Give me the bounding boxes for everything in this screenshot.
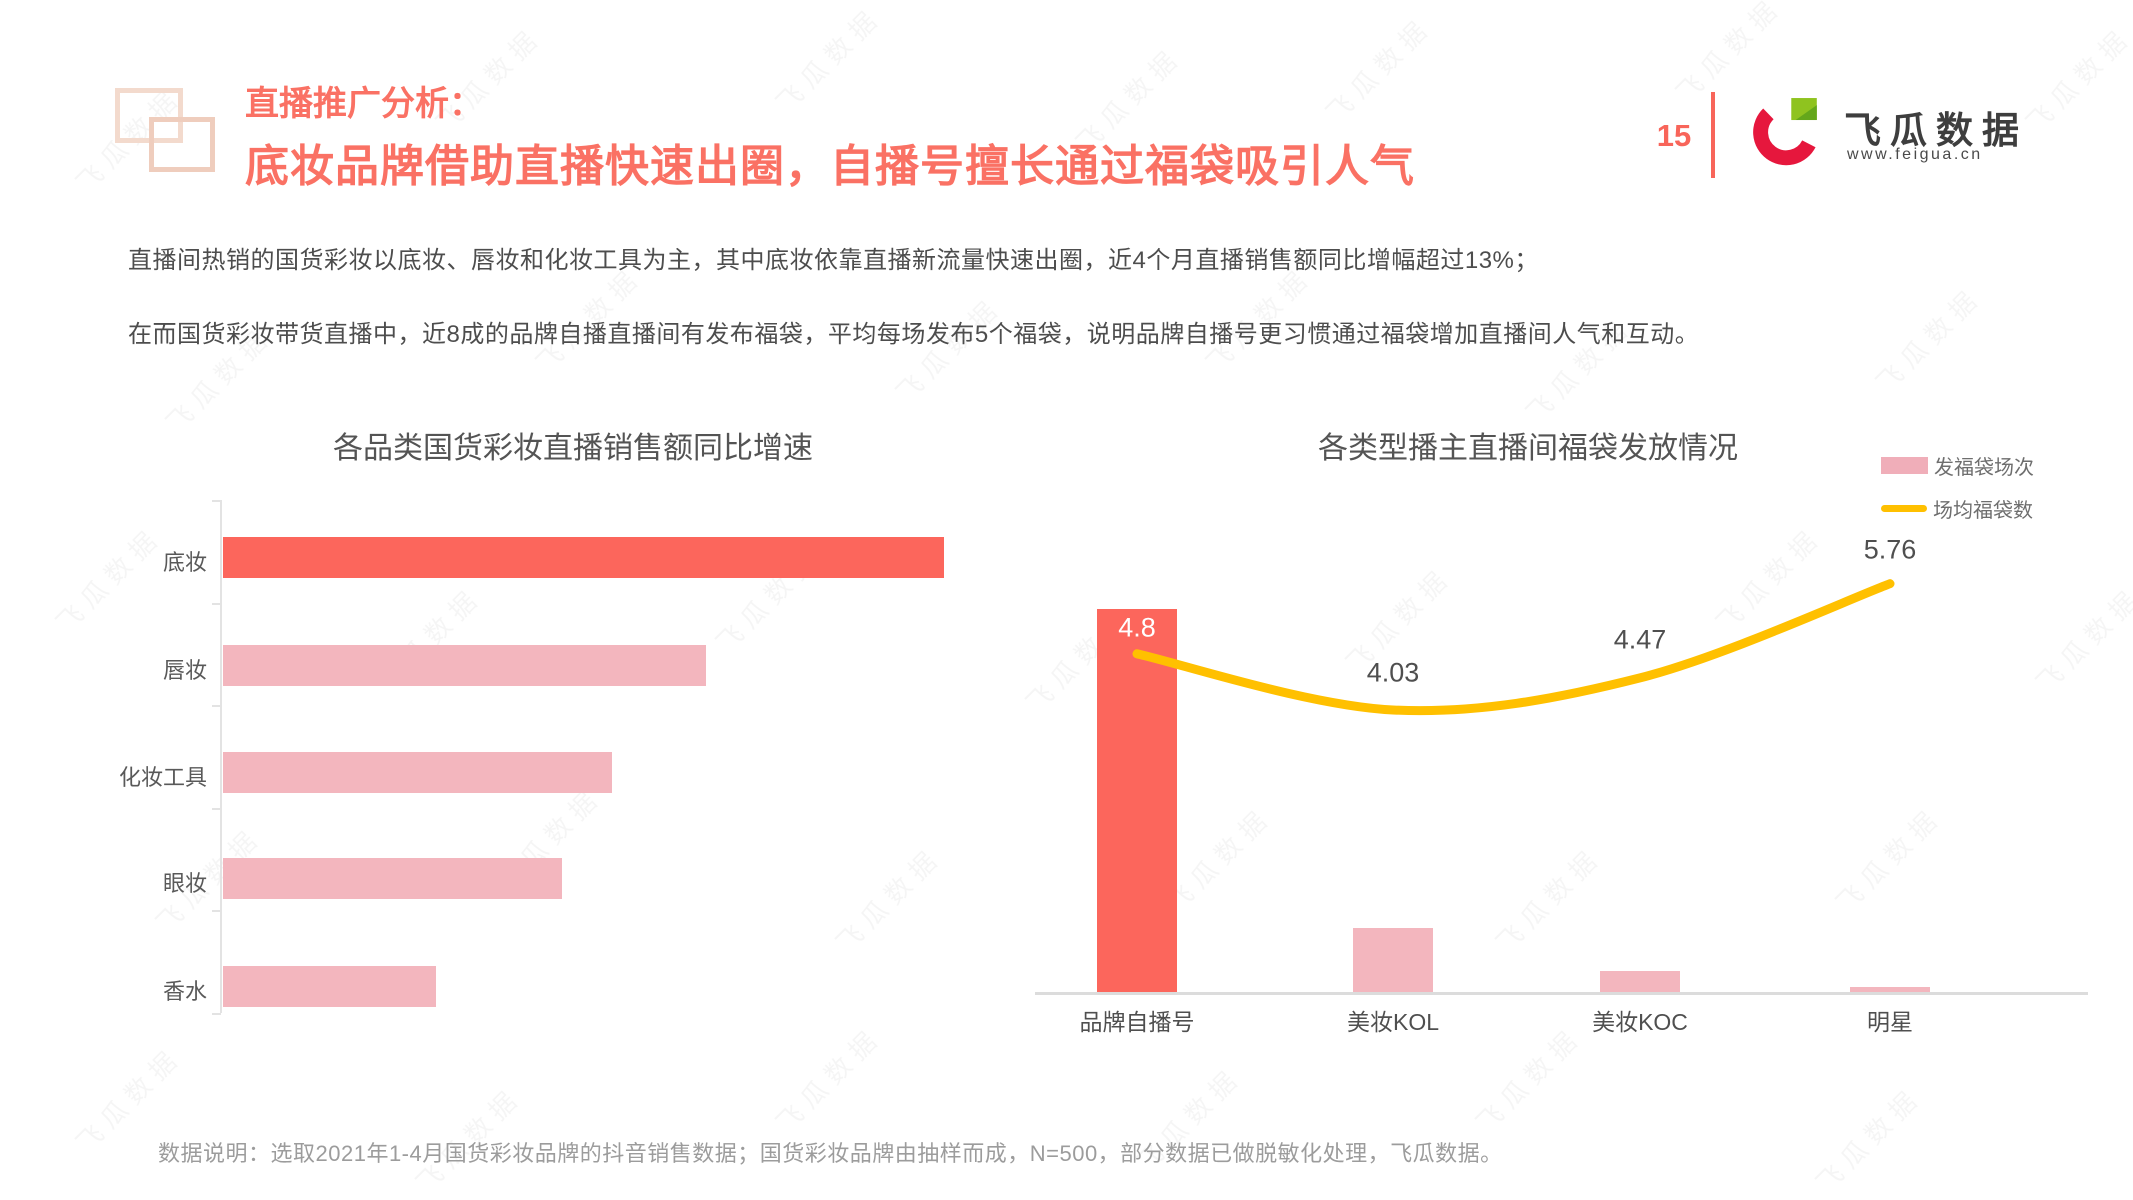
- x-axis-label-0: 品牌自播号: [1079, 1009, 1195, 1035]
- left-bar-0: [223, 537, 944, 578]
- left-category-label-3: 眼妆: [162, 870, 207, 896]
- line-value-label-0: 4.8: [1118, 612, 1156, 643]
- left-chart-y-axis: [220, 500, 222, 1013]
- legend-bar-label: 发福袋场次: [1934, 456, 2034, 479]
- left-axis-tick: [212, 705, 221, 707]
- left-axis-tick: [212, 500, 221, 502]
- watermark-text: 飞瓜数据: [1710, 520, 1828, 639]
- right-bar-0: [1097, 609, 1177, 993]
- legend-item-line: 场均福袋数: [1881, 495, 2034, 522]
- left-axis-tick: [212, 910, 221, 912]
- line-swatch-icon: [1881, 504, 1927, 512]
- watermark-text: 飞瓜数据: [1320, 10, 1438, 129]
- line-value-label-2: 4.47: [1613, 624, 1667, 655]
- bar-swatch-icon: [1881, 456, 1928, 474]
- line-path: [1132, 579, 1895, 716]
- left-chart-title: 各品类国货彩妆直播销售额同比增速: [333, 432, 813, 465]
- logo-url: www.feigua.cn: [1847, 146, 1983, 163]
- x-axis-label-3: 明星: [1867, 1009, 1913, 1035]
- x-axis-label-1: 美妆KOL: [1346, 1009, 1440, 1035]
- line-value-label-3: 5.76: [1863, 534, 1917, 565]
- page-number: 15: [1656, 118, 1692, 153]
- left-category-label-2: 化妆工具: [118, 764, 207, 790]
- right-bar-3: [1850, 987, 1930, 993]
- header-divider: [1711, 92, 1715, 178]
- feigua-logo-icon: [1753, 98, 1817, 166]
- left-axis-tick: [212, 1013, 221, 1015]
- left-category-label-0: 底妆: [162, 549, 207, 575]
- watermark-text: 飞瓜数据: [1470, 1020, 1588, 1139]
- left-axis-tick: [212, 603, 221, 605]
- left-bar-4: [223, 966, 436, 1007]
- watermark-text: 飞瓜数据: [770, 1020, 888, 1139]
- watermark-text: 飞瓜数据: [770, 0, 888, 119]
- watermark-text: 飞瓜数据: [830, 840, 948, 959]
- square-outline-icon: [149, 117, 215, 172]
- watermark-text: 飞瓜数据: [1870, 280, 1988, 399]
- right-bar-1: [1353, 928, 1433, 993]
- legend-item-bar: 发福袋场次: [1881, 452, 2034, 479]
- left-axis-tick: [212, 808, 221, 810]
- watermark-text: 飞瓜数据: [2030, 580, 2133, 699]
- watermark-text: 飞瓜数据: [1670, 0, 1788, 109]
- logo-name: 飞瓜数据: [1844, 110, 2028, 151]
- intro-paragraph-1: 直播间热销的国货彩妆以底妆、唇妆和化妆工具为主，其中底妆依靠直播新流量快速出圈，…: [128, 247, 1539, 274]
- right-chart-x-axis: [1035, 992, 2088, 995]
- watermark-text: 飞瓜数据: [1490, 840, 1608, 959]
- legend-line-label: 场均福袋数: [1933, 499, 2033, 522]
- right-bar-2: [1600, 971, 1680, 993]
- page-title: 底妆品牌借助直播快速出圈，自播号擅长通过福袋吸引人气: [245, 142, 1415, 191]
- source-note: 数据说明：选取2021年1-4月国货彩妆品牌的抖音销售数据；国货彩妆品牌由抽样而…: [158, 1141, 1503, 1166]
- watermark-text: 飞瓜数据: [1830, 800, 1948, 919]
- left-category-label-4: 香水: [162, 978, 207, 1004]
- x-axis-label-2: 美妆KOC: [1592, 1009, 1688, 1035]
- left-category-label-1: 唇妆: [162, 657, 207, 683]
- intro-paragraph-2: 在而国货彩妆带货直播中，近8成的品牌自播直播间有发布福袋，平均每场发布5个福袋，…: [128, 321, 1700, 348]
- right-chart-title: 各类型播主直播间福袋发放情况: [1318, 432, 1738, 465]
- watermark-text: 飞瓜数据: [1810, 1080, 1928, 1199]
- left-bar-1: [223, 645, 706, 686]
- line-value-label-1: 4.03: [1366, 657, 1420, 688]
- left-bar-2: [223, 752, 612, 793]
- overlapping-squares-icon: [115, 88, 225, 183]
- section-label: 直播推广分析：: [245, 85, 483, 123]
- left-bar-3: [223, 858, 562, 899]
- feigua-logo: 飞瓜数据 www.feigua.cn: [1742, 96, 2042, 176]
- watermark-text: 飞瓜数据: [50, 520, 168, 639]
- right-chart-legend: 发福袋场次 场均福袋数: [1881, 452, 2034, 538]
